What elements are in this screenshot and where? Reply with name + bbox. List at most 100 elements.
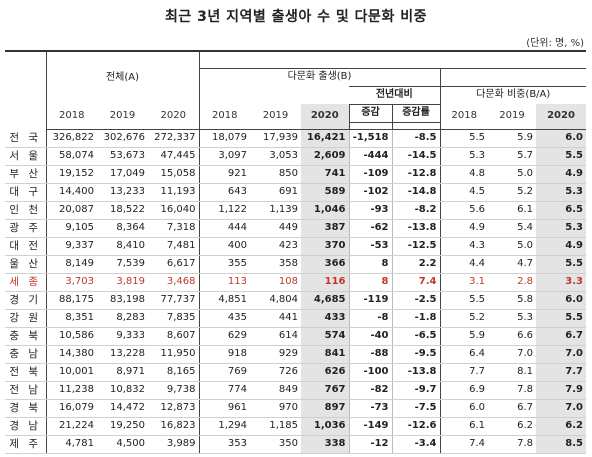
cell-r2019: 7.8	[488, 381, 537, 400]
table-row: 제 주 4,781 4,500 3,989 353 350 338 -12 -3.4 7.4 7.8…	[5, 435, 587, 454]
cell-m2020: 767	[301, 381, 350, 400]
cell-chg: -102	[348, 183, 393, 202]
cell-m2020: 1,046	[301, 201, 350, 220]
cell-r2020: 4.9	[536, 237, 587, 256]
cell-r2018: 6.4	[440, 345, 489, 364]
cell-m2019: 4,804	[250, 291, 302, 310]
cell-r2020: 5.5	[536, 255, 587, 274]
cell-r2019: 5.9	[488, 129, 537, 148]
cell-t2019: 3,819	[97, 273, 148, 292]
cell-chg: -12	[348, 435, 393, 454]
region-cell: 경 기	[5, 291, 47, 310]
cell-t2020: 272,337	[148, 129, 200, 148]
region-cell: 부 산	[5, 165, 47, 184]
region-cell: 경 남	[5, 417, 47, 436]
region-cell: 울 산	[5, 255, 47, 274]
cell-t2020: 7,318	[148, 219, 200, 238]
cell-m2019: 1,139	[250, 201, 302, 220]
cell-m2018: 3,097	[198, 147, 251, 166]
region-header	[5, 50, 47, 129]
region-cell: 광 주	[5, 219, 47, 238]
cell-m2018: 400	[198, 237, 251, 256]
cell-chg: -82	[348, 381, 393, 400]
cell-chg: -93	[348, 201, 393, 220]
region-cell: 전 남	[5, 381, 47, 400]
cell-t2020: 16,823	[148, 417, 200, 436]
cell-t2018: 3,703	[46, 273, 97, 292]
table-row: 인 천 20,087 18,522 16,040 1,122 1,139 1,046 -93-…	[5, 201, 587, 220]
page-title: 최근 3년 지역별 출생아 수 및 다문화 비중	[165, 9, 427, 25]
cell-t2019: 9,333	[97, 327, 148, 346]
cell-chg: 8	[348, 273, 393, 292]
region-cell: 전 북	[5, 363, 47, 382]
cell-r2020: 7.7	[536, 363, 587, 382]
cell-m2020: 841	[301, 345, 350, 364]
table-row: 전 남 11,238 10,832 9,738 774 849 767 -82 -9.7 6.9 7…	[5, 381, 587, 400]
cell-r2020: 6.0	[536, 291, 587, 310]
cell-t2018: 326,822	[46, 129, 97, 148]
cell-m2020: 4,685	[301, 291, 350, 310]
table-row: 전 북 10,001 8,971 8,165 769 726 626 -100 -13.8 7.7…	[5, 363, 587, 382]
cell-m2019: 3,053	[250, 147, 302, 166]
cell-t2019: 7,539	[97, 255, 148, 274]
region-cell: 대 구	[5, 183, 47, 202]
cell-rate: -12.5	[391, 237, 441, 256]
cell-t2018: 88,175	[46, 291, 97, 310]
cell-t2019: 302,676	[97, 129, 148, 148]
cell-r2019: 6.1	[488, 201, 537, 220]
cell-t2020: 11,193	[148, 183, 200, 202]
cell-chg: -444	[348, 147, 393, 166]
cell-t2019: 83,198	[97, 291, 148, 310]
cell-t2020: 16,040	[148, 201, 200, 220]
table-body: 전체(A) 다문화 출생(B) 전년대비 다문화 비중(B/A) 2018 20…	[5, 50, 587, 454]
cell-r2019: 2.8	[488, 273, 537, 292]
cell-t2019: 8,971	[97, 363, 148, 382]
cell-r2018: 4.4	[440, 255, 489, 274]
cell-r2019: 5.0	[488, 237, 537, 256]
cell-m2018: 435	[198, 309, 251, 328]
cell-m2018: 18,079	[198, 129, 251, 148]
cell-r2019: 5.4	[488, 219, 537, 238]
cell-r2018: 6.0	[440, 399, 489, 418]
cell-t2019: 8,283	[97, 309, 148, 328]
cell-m2018: 769	[198, 363, 251, 382]
cell-t2019: 53,673	[97, 147, 148, 166]
multicultural-births-header: 다문화 출생(B)	[287, 71, 352, 82]
cell-rate: -12.8	[391, 165, 441, 184]
cell-r2018: 5.6	[440, 201, 489, 220]
cell-t2018: 10,586	[46, 327, 97, 346]
cell-rate: -9.7	[391, 381, 441, 400]
cell-t2019: 18,522	[97, 201, 148, 220]
table-row: 세 종 3,703 3,819 3,468 113 108 116 8 7.4 3.1 2.8 3.3	[5, 273, 587, 292]
cell-r2018: 3.1	[440, 273, 489, 292]
cell-t2020: 9,738	[148, 381, 200, 400]
cell-t2018: 16,079	[46, 399, 97, 418]
cell-m2020: 338	[301, 435, 350, 454]
cell-m2019: 970	[250, 399, 302, 418]
total-2018-header: 2018	[46, 104, 97, 130]
cell-m2018: 921	[198, 165, 251, 184]
cell-chg: -1,518	[348, 129, 393, 148]
cell-t2018: 14,380	[46, 345, 97, 364]
cell-m2018: 444	[198, 219, 251, 238]
cell-chg: -100	[348, 363, 393, 382]
cell-r2019: 5.7	[488, 147, 537, 166]
cell-r2018: 4.3	[440, 237, 489, 256]
cell-chg: -8	[348, 309, 393, 328]
cell-t2020: 7,481	[148, 237, 200, 256]
cell-t2018: 8,149	[46, 255, 97, 274]
cell-m2019: 849	[250, 381, 302, 400]
cell-m2018: 113	[198, 273, 251, 292]
cell-t2019: 8,364	[97, 219, 148, 238]
cell-r2020: 7.0	[536, 345, 587, 364]
cell-m2020: 116	[301, 273, 350, 292]
cell-m2019: 449	[250, 219, 302, 238]
cell-m2018: 1,122	[198, 201, 251, 220]
table-row: 광 주 9,105 8,364 7,318 444 449 387 -62 -13.8 4.9 5.…	[5, 219, 587, 238]
cell-m2018: 353	[198, 435, 251, 454]
cell-m2019: 929	[250, 345, 302, 364]
cell-r2020: 6.7	[536, 327, 587, 346]
cell-t2018: 14,400	[46, 183, 97, 202]
cell-t2020: 3,989	[148, 435, 200, 454]
cell-r2018: 5.2	[440, 309, 489, 328]
